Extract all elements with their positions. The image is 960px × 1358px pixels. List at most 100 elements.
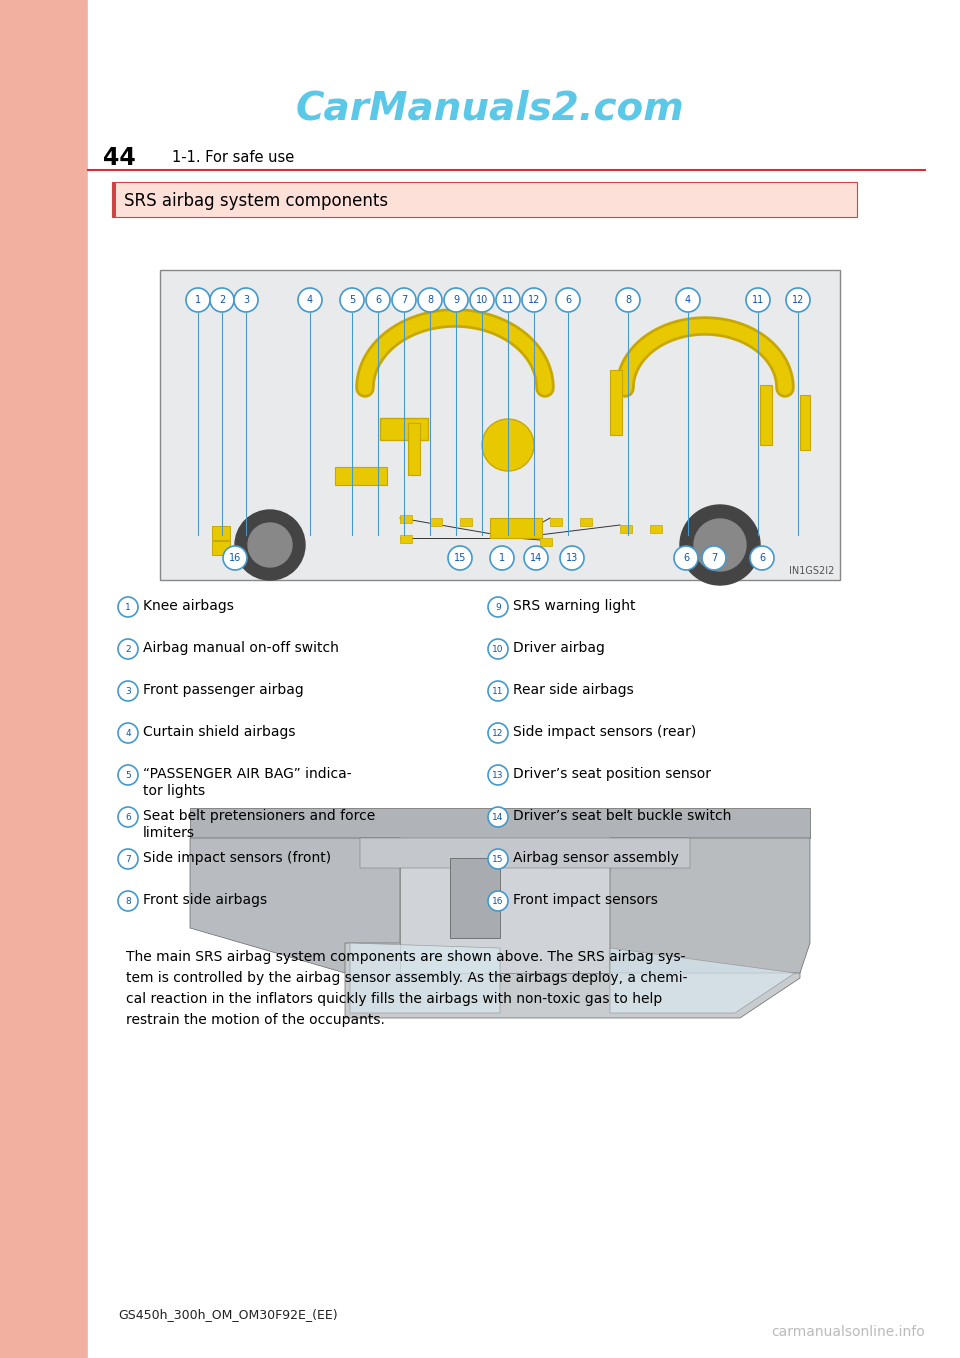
Text: 3: 3: [125, 687, 131, 695]
Text: Driver’s seat belt buckle switch: Driver’s seat belt buckle switch: [513, 809, 732, 823]
Circle shape: [418, 288, 442, 312]
Text: 2: 2: [219, 295, 226, 306]
Circle shape: [340, 288, 364, 312]
Polygon shape: [350, 942, 500, 1013]
Circle shape: [676, 288, 700, 312]
Circle shape: [392, 288, 416, 312]
Circle shape: [488, 807, 508, 827]
Bar: [800, 395, 810, 449]
Bar: [212, 540, 230, 555]
Polygon shape: [345, 942, 800, 1018]
Circle shape: [118, 598, 138, 617]
Text: 14: 14: [530, 553, 542, 564]
Text: Side impact sensors (front): Side impact sensors (front): [143, 851, 331, 865]
Circle shape: [223, 546, 247, 570]
Circle shape: [786, 288, 810, 312]
Circle shape: [118, 849, 138, 869]
Text: Airbag sensor assembly: Airbag sensor assembly: [513, 851, 679, 865]
Text: Front passenger airbag: Front passenger airbag: [143, 683, 303, 697]
Text: Knee airbags: Knee airbags: [143, 599, 234, 612]
Bar: [430, 517, 442, 526]
Circle shape: [694, 519, 746, 570]
Bar: [760, 386, 772, 445]
Text: 6: 6: [375, 295, 381, 306]
Text: 1: 1: [195, 295, 201, 306]
Text: Seat belt pretensioners and force: Seat belt pretensioners and force: [143, 809, 375, 823]
Text: 11: 11: [502, 295, 515, 306]
Bar: [112, 182, 857, 217]
Text: 6: 6: [759, 553, 765, 564]
Circle shape: [488, 722, 508, 743]
Text: SRS airbag system components: SRS airbag system components: [124, 191, 388, 209]
Text: 6: 6: [125, 812, 131, 822]
Text: 8: 8: [125, 896, 131, 906]
Text: 7: 7: [710, 553, 717, 564]
Polygon shape: [610, 948, 795, 1013]
Text: 6: 6: [683, 553, 689, 564]
Text: limiters: limiters: [143, 826, 195, 841]
Circle shape: [488, 598, 508, 617]
Circle shape: [488, 849, 508, 869]
Bar: [212, 526, 230, 540]
Text: 14: 14: [492, 812, 504, 822]
Circle shape: [702, 546, 726, 570]
Bar: [112, 182, 116, 217]
Text: 4: 4: [684, 295, 691, 306]
Bar: [610, 369, 622, 435]
Circle shape: [488, 680, 508, 701]
Text: restrain the motion of the occupants.: restrain the motion of the occupants.: [126, 1013, 385, 1027]
Text: 5: 5: [125, 770, 131, 779]
Polygon shape: [190, 838, 400, 972]
Circle shape: [235, 511, 305, 580]
Circle shape: [488, 891, 508, 911]
Text: 7: 7: [401, 295, 407, 306]
Text: 9: 9: [453, 295, 459, 306]
Text: 10: 10: [476, 295, 488, 306]
Text: 5: 5: [348, 295, 355, 306]
Polygon shape: [610, 838, 810, 972]
Text: 4: 4: [307, 295, 313, 306]
Circle shape: [444, 288, 468, 312]
Text: CarManuals2.com: CarManuals2.com: [296, 90, 684, 128]
Text: 6: 6: [564, 295, 571, 306]
Text: 12: 12: [792, 295, 804, 306]
Text: 11: 11: [492, 687, 504, 695]
Circle shape: [560, 546, 584, 570]
Text: Front impact sensors: Front impact sensors: [513, 894, 658, 907]
Circle shape: [750, 546, 774, 570]
Circle shape: [488, 765, 508, 785]
Text: 15: 15: [492, 854, 504, 864]
Text: carmanualsonline.info: carmanualsonline.info: [771, 1325, 925, 1339]
Bar: [400, 515, 412, 523]
Text: 2: 2: [125, 645, 131, 653]
Circle shape: [186, 288, 210, 312]
Text: GS450h_300h_OM_OM30F92E_(EE): GS450h_300h_OM_OM30F92E_(EE): [118, 1309, 338, 1321]
Text: 9: 9: [495, 603, 501, 611]
Text: 7: 7: [125, 854, 131, 864]
Text: IN1GS2I2: IN1GS2I2: [788, 566, 834, 576]
Bar: [408, 422, 420, 475]
Circle shape: [448, 546, 472, 570]
Text: Driver’s seat position sensor: Driver’s seat position sensor: [513, 767, 711, 781]
Text: 16: 16: [228, 553, 241, 564]
Text: tor lights: tor lights: [143, 784, 205, 799]
Circle shape: [674, 546, 698, 570]
Circle shape: [746, 288, 770, 312]
Circle shape: [118, 680, 138, 701]
Bar: [650, 526, 662, 532]
Text: 8: 8: [427, 295, 433, 306]
Bar: [490, 517, 542, 538]
Bar: [540, 538, 552, 546]
Bar: [0, 0, 88, 1358]
Bar: [400, 535, 412, 543]
Text: The main SRS airbag system components are shown above. The SRS airbag sys-: The main SRS airbag system components ar…: [126, 951, 685, 964]
Circle shape: [118, 765, 138, 785]
Circle shape: [118, 722, 138, 743]
Text: Rear side airbags: Rear side airbags: [513, 683, 634, 697]
Polygon shape: [360, 838, 690, 868]
Text: “PASSENGER AIR BAG” indica-: “PASSENGER AIR BAG” indica-: [143, 767, 351, 781]
Circle shape: [118, 891, 138, 911]
Text: 10: 10: [492, 645, 504, 653]
Circle shape: [524, 546, 548, 570]
Text: 1-1. For safe use: 1-1. For safe use: [172, 151, 295, 166]
